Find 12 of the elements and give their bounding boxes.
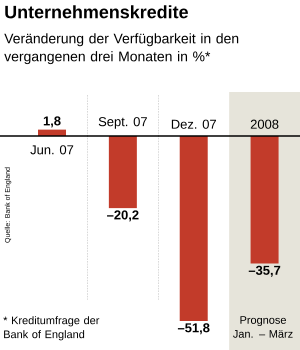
chart-subtitle: Veränderung der Verfügbarkeit in den vergangenen drei Monaten in %* (4, 33, 238, 64)
x-tick-label: 2008 (250, 120, 278, 129)
data-label: 1,8 (44, 116, 61, 128)
data-label: –20,2 (107, 210, 139, 222)
chart-title: Unternehmenskredite (5, 5, 188, 18)
data-label: –51,8 (178, 323, 210, 334)
x-tick-label: Jun. 07 (30, 145, 74, 154)
x-tick-label: Sept. 07 (98, 117, 147, 129)
annotation: Prognose Jan. – März (233, 316, 293, 338)
x-tick-label: Dez. 07 (172, 120, 216, 129)
data-label: –35,7 (248, 266, 280, 277)
annotation: * Kreditumfrage der Bank of England (3, 316, 100, 340)
